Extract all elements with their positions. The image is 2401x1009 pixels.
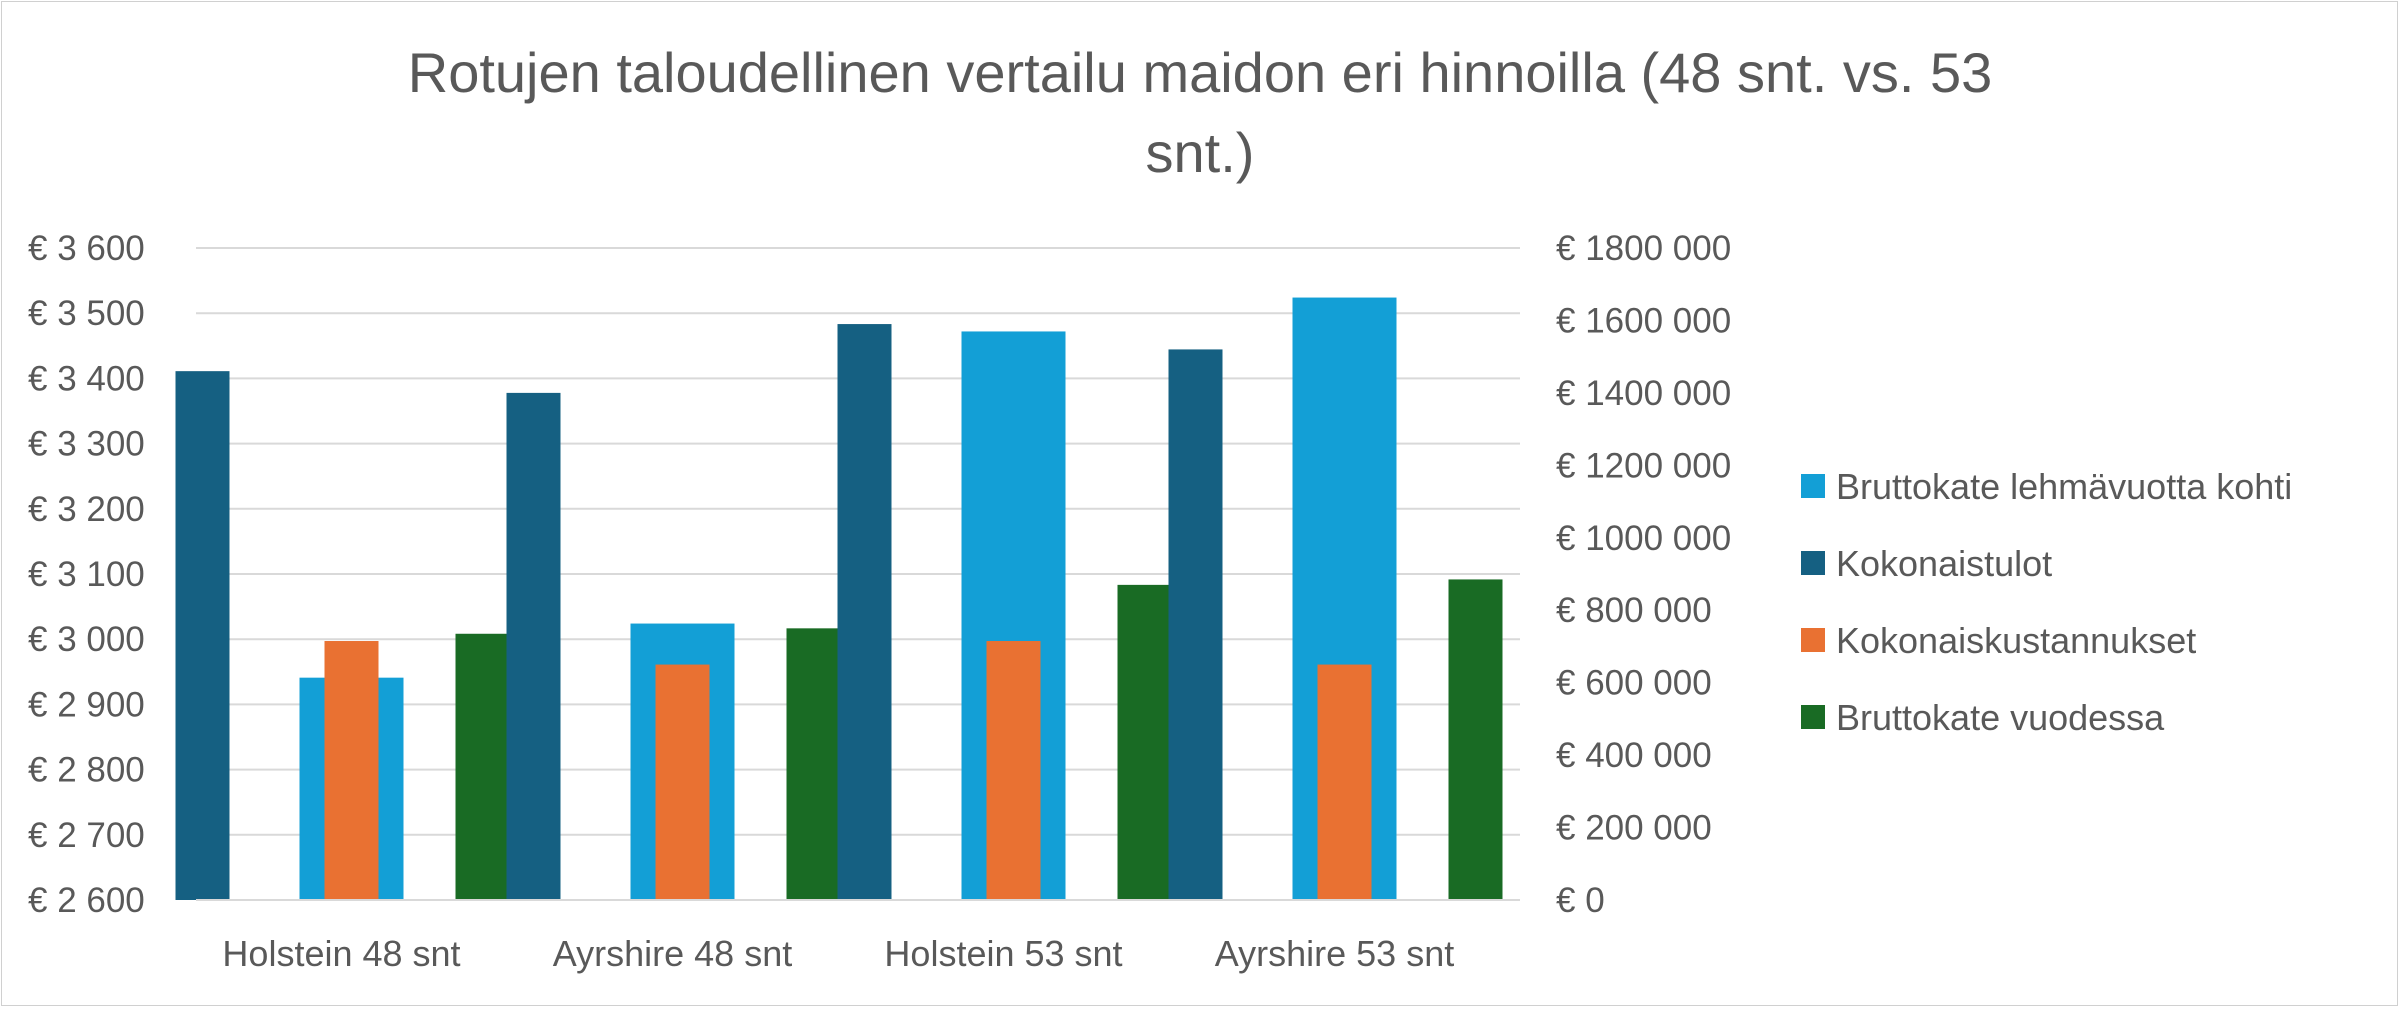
legend-swatch (1801, 474, 1825, 498)
right-tick-label: € 1200 000 (1556, 446, 1731, 485)
right-tick-label: € 0 (1556, 881, 1605, 920)
bars (175, 297, 1520, 901)
bar-bruttokate-vuodessa (455, 633, 510, 900)
right-axis-tick-labels: € 0 € 200 000 € 400 000 € 600 000 € 800 000 €… (1556, 229, 1731, 920)
legend-label: Bruttokate vuodessa (1836, 697, 2165, 738)
right-tick-label: € 1400 000 (1556, 374, 1731, 413)
right-tick-label: € 800 000 (1556, 591, 1712, 630)
left-tick-label: € 3 000 (28, 620, 145, 659)
right-tick-label: € 1600 000 (1556, 301, 1731, 340)
legend-swatch (1801, 551, 1825, 575)
chart-title-line-2: snt.) (1146, 121, 1255, 184)
bar-bruttokate-vuodessa (786, 628, 841, 900)
legend-swatch (1801, 628, 1825, 652)
bar-kokonaiskustannukset (1317, 664, 1372, 900)
right-tick-label: € 600 000 (1556, 664, 1712, 703)
left-tick-label: € 2 900 (28, 685, 145, 724)
left-tick-label: € 3 200 (28, 490, 145, 529)
left-tick-label: € 3 600 (28, 229, 145, 268)
bar-bruttokate-vuodessa (1117, 584, 1172, 900)
right-tick-label: € 400 000 (1556, 736, 1712, 775)
right-tick-label: € 200 000 (1556, 809, 1712, 848)
left-tick-label: € 3 100 (28, 555, 145, 594)
bar-kokonaiskustannukset (986, 641, 1041, 900)
legend-swatch (1801, 705, 1825, 729)
legend-label: Kokonaiskustannukset (1836, 620, 2196, 661)
bar-kokonaistulot (506, 392, 561, 900)
category-labels: Holstein 48 snt Ayrshire 48 snt Holstein 5… (222, 933, 1454, 974)
right-tick-label: € 1000 000 (1556, 519, 1731, 558)
category-label: Holstein 48 snt (222, 933, 460, 974)
legend: Bruttokate lehmävuotta kohti Kokonaistulo… (1801, 466, 2292, 738)
chart-title-line-1: Rotujen taloudellinen vertailu maidon er… (408, 41, 1993, 104)
left-tick-label: € 2 800 (28, 751, 145, 790)
left-axis-tick-labels: € 2 600 € 2 700 € 2 800 € 2 900 € 3 000 € 3 1… (28, 229, 145, 920)
left-tick-label: € 2 700 (28, 816, 145, 855)
bar-kokonaistulot (175, 371, 230, 901)
bar-kokonaistulot (1168, 349, 1223, 900)
legend-label: Bruttokate lehmävuotta kohti (1836, 466, 2292, 507)
left-tick-label: € 3 400 (28, 359, 145, 398)
left-tick-label: € 2 600 (28, 881, 145, 920)
left-tick-label: € 3 300 (28, 425, 145, 464)
category-label: Ayrshire 48 snt (553, 933, 792, 974)
chart-title: Rotujen taloudellinen vertailu maidon er… (408, 41, 1993, 184)
bar-kokonaistulot (837, 324, 892, 901)
bar-kokonaiskustannukset (655, 664, 710, 900)
left-tick-label: € 3 500 (28, 294, 145, 333)
bar-bruttokate-vuodessa (1448, 579, 1503, 900)
right-tick-label: € 1800 000 (1556, 229, 1731, 268)
category-label: Holstein 53 snt (884, 933, 1122, 974)
category-label: Ayrshire 53 snt (1215, 933, 1454, 974)
bar-kokonaiskustannukset (324, 641, 379, 900)
legend-label: Kokonaistulot (1836, 543, 2052, 584)
